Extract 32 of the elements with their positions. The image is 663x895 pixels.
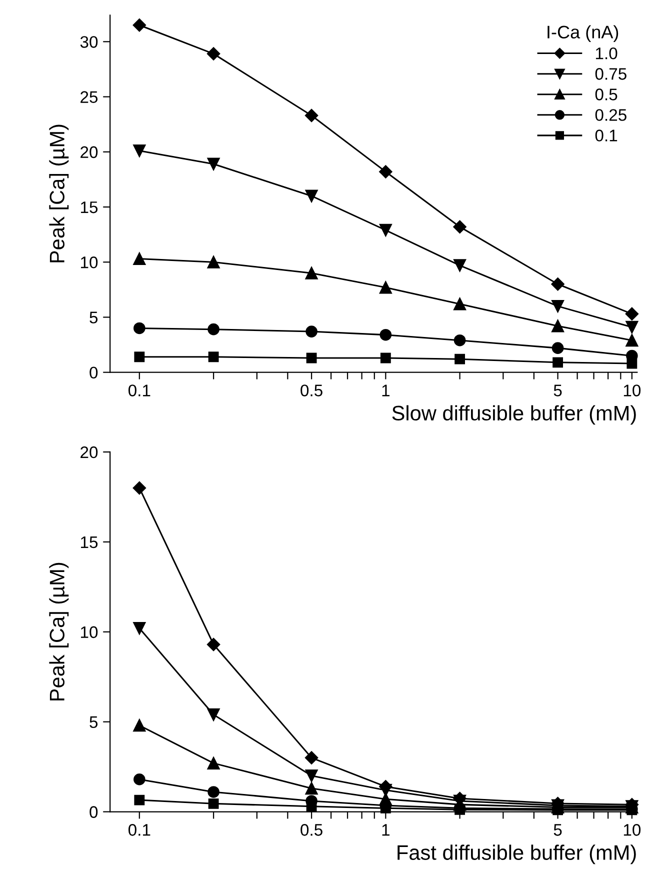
- legend-title: I-Ca (nA): [548, 25, 618, 42]
- legend-label: 0.1: [595, 130, 618, 142]
- legend-label: 0.75: [595, 68, 626, 80]
- y-tick-label: 5: [90, 312, 98, 324]
- x-tick-label: 10: [624, 824, 641, 836]
- y-axis-title: Peak [Ca] (µM): [49, 124, 69, 262]
- x-tick-label: 5: [554, 824, 562, 836]
- legend-label: 0.25: [595, 109, 626, 121]
- legend-label: 0.5: [595, 88, 618, 100]
- y-tick-label: 0: [90, 806, 98, 818]
- x-tick-label: 10: [624, 384, 641, 396]
- legend-label: 1.0: [596, 47, 618, 60]
- x-tick-label: 0.5: [300, 824, 322, 836]
- y-axis-title: Peak [Ca] (µM): [49, 562, 69, 700]
- y-tick-label: 0: [90, 366, 98, 379]
- x-tick-label: 0.1: [128, 384, 150, 396]
- x-tick-label: 0.1: [128, 824, 150, 836]
- y-tick-label: 20: [80, 146, 98, 158]
- x-tick-label: 1: [382, 384, 390, 396]
- y-tick-label: 10: [80, 626, 98, 638]
- y-tick-label: 15: [80, 536, 98, 548]
- x-tick-label: 5: [554, 384, 562, 396]
- y-tick-label: 10: [80, 256, 98, 268]
- y-tick-label: 5: [90, 716, 98, 728]
- y-tick-label: 15: [80, 202, 98, 214]
- y-tick-label: 25: [80, 91, 98, 103]
- x-tick-label: 0.5: [300, 384, 322, 396]
- y-tick-label: 20: [80, 446, 98, 458]
- x-axis-title: Fast diffusible buffer (mM): [398, 844, 636, 864]
- y-tick-label: 30: [80, 36, 98, 48]
- x-tick-label: 1: [382, 824, 390, 836]
- x-axis-title: Slow diffusible buffer (mM): [392, 405, 636, 425]
